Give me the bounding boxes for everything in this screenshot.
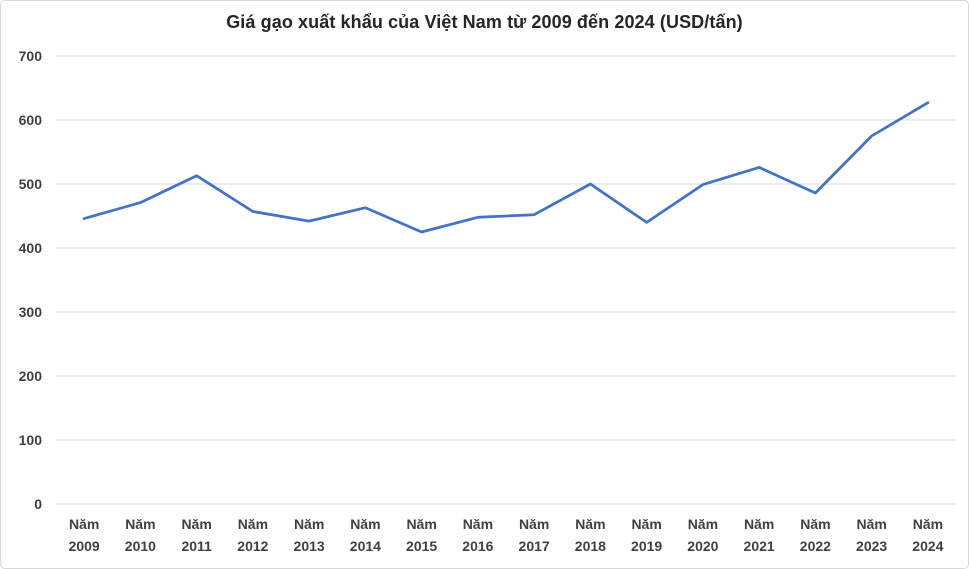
y-tick-label: 300 — [19, 304, 43, 320]
x-tick-label: Năm 2013 — [294, 516, 325, 554]
x-tick-label: Năm 2009 — [69, 516, 100, 554]
x-tick-label: Năm 2023 — [856, 516, 887, 554]
x-tick-label: Năm 2010 — [125, 516, 156, 554]
x-tick-label: Năm 2019 — [631, 516, 662, 554]
data-series-line — [82, 101, 930, 234]
x-tick-label: Năm 2014 — [350, 516, 381, 554]
y-tick-label: 100 — [19, 432, 43, 448]
y-tick-label: 600 — [19, 112, 43, 128]
x-tick-label: Năm 2021 — [744, 516, 775, 554]
y-tick-label: 200 — [19, 368, 43, 384]
x-tick-label: Năm 2017 — [519, 516, 550, 554]
x-tick-label: Năm 2016 — [462, 516, 493, 554]
y-tick-label: 700 — [19, 48, 43, 64]
x-tick-label: Năm 2022 — [800, 516, 831, 554]
y-tick-label: 400 — [19, 240, 43, 256]
x-tick-label: Năm 2012 — [237, 516, 268, 554]
x-tick-label: Năm 2011 — [181, 516, 212, 554]
x-tick-label: Năm 2020 — [687, 516, 718, 554]
x-tick-label: Năm 2015 — [406, 516, 437, 554]
y-tick-label: 0 — [34, 496, 42, 512]
x-tick-label: Năm 2018 — [575, 516, 606, 554]
y-tick-label: 500 — [19, 176, 43, 192]
chart-title: Giá gạo xuất khẩu của Việt Nam từ 2009 đ… — [226, 12, 743, 32]
x-tick-label: Năm 2024 — [912, 516, 943, 554]
